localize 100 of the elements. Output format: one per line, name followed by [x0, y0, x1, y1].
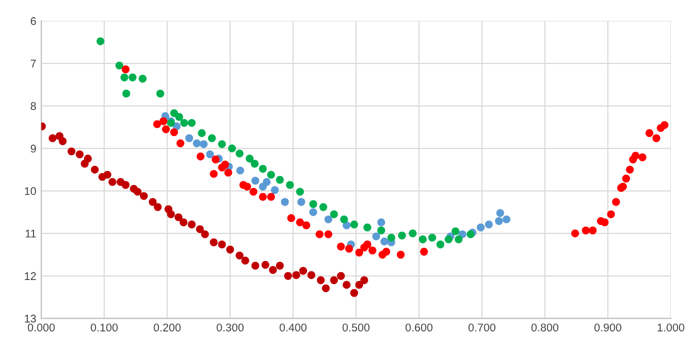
- point: [76, 150, 84, 158]
- point: [299, 266, 308, 275]
- point: [134, 188, 142, 196]
- y-tick-label: 6: [30, 17, 36, 26]
- point: [192, 139, 201, 148]
- point: [582, 226, 590, 234]
- point: [316, 230, 324, 238]
- point: [476, 224, 485, 232]
- point: [108, 178, 116, 186]
- x-tick-label: 0.700: [468, 324, 496, 332]
- point: [484, 220, 493, 228]
- point: [148, 198, 157, 206]
- point: [309, 208, 318, 216]
- point: [276, 176, 284, 184]
- point: [626, 166, 634, 174]
- point: [198, 129, 206, 138]
- point: [243, 182, 252, 191]
- point: [196, 152, 204, 160]
- point: [350, 220, 358, 228]
- point: [377, 226, 386, 234]
- point: [496, 209, 504, 217]
- point: [224, 168, 232, 177]
- point: [159, 117, 168, 126]
- x-tick-label: 1.000: [658, 324, 684, 332]
- point: [270, 186, 279, 194]
- point: [206, 150, 214, 158]
- point: [200, 140, 208, 148]
- point: [607, 210, 615, 218]
- point: [250, 160, 259, 168]
- x-tick-label: 0.100: [90, 324, 118, 332]
- point: [188, 118, 196, 127]
- point: [287, 214, 296, 222]
- point: [262, 178, 271, 186]
- point: [96, 37, 104, 46]
- point: [212, 156, 220, 164]
- point: [138, 74, 147, 83]
- point: [250, 188, 258, 196]
- point: [355, 248, 364, 256]
- point: [363, 224, 372, 232]
- point: [153, 120, 162, 128]
- point: [170, 128, 178, 136]
- point: [226, 246, 234, 254]
- point: [324, 230, 332, 238]
- point: [236, 252, 244, 260]
- point: [612, 198, 620, 206]
- point: [316, 276, 325, 284]
- point: [360, 244, 368, 252]
- point: [436, 240, 444, 248]
- point: [246, 154, 254, 163]
- point: [324, 215, 332, 224]
- point: [269, 266, 277, 274]
- y-tick-label: 8: [30, 102, 36, 110]
- point: [276, 262, 284, 270]
- point: [218, 140, 226, 148]
- x-tick-label: 0.300: [216, 324, 244, 332]
- y-tick-label: 13: [24, 314, 36, 323]
- point: [196, 225, 204, 234]
- point: [502, 215, 510, 224]
- point: [236, 150, 244, 158]
- point: [330, 276, 338, 284]
- point: [175, 113, 184, 121]
- point: [600, 218, 609, 226]
- point: [495, 217, 503, 226]
- point: [360, 276, 368, 284]
- point: [307, 271, 316, 279]
- point: [322, 284, 330, 292]
- point: [241, 256, 250, 265]
- x-tick-label: 0.000: [28, 324, 55, 332]
- point: [122, 181, 130, 189]
- point: [258, 164, 267, 173]
- y-tick-label: 9: [30, 144, 36, 153]
- point: [58, 137, 67, 146]
- point: [162, 125, 170, 134]
- point: [372, 232, 380, 240]
- point: [398, 232, 406, 240]
- point: [302, 221, 310, 230]
- point: [652, 134, 660, 142]
- point: [103, 170, 112, 179]
- point: [345, 244, 354, 253]
- point: [140, 192, 148, 200]
- point: [122, 65, 130, 74]
- point: [128, 73, 136, 82]
- point: [292, 271, 300, 279]
- point: [267, 170, 275, 179]
- point: [228, 144, 236, 152]
- x-tick-label: 0.800: [531, 324, 558, 332]
- point: [180, 118, 188, 127]
- point: [420, 248, 428, 256]
- point: [380, 238, 388, 246]
- point: [444, 235, 453, 244]
- point: [297, 198, 306, 206]
- point: [296, 218, 304, 226]
- point: [408, 229, 417, 238]
- x-tick-label: 0.900: [594, 324, 622, 332]
- point: [201, 230, 209, 238]
- x-tick-label: 0.500: [342, 324, 370, 332]
- point: [309, 200, 318, 208]
- point: [296, 188, 304, 196]
- point: [122, 90, 130, 98]
- y-tick-label: 11: [26, 230, 36, 238]
